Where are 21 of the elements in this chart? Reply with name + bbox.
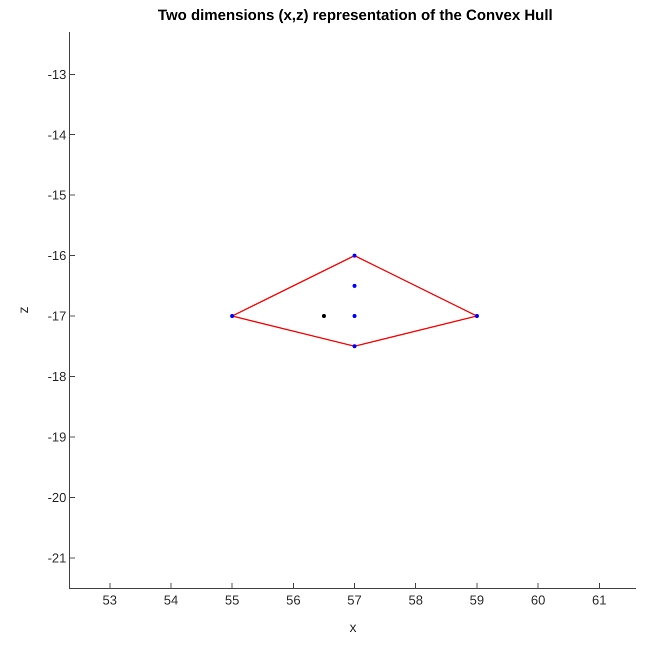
y-tick-label: -14 (48, 127, 66, 142)
x-tick-label: 54 (164, 592, 178, 608)
y-tick-label: -18 (48, 369, 66, 384)
x-tick-label: 53 (102, 592, 118, 608)
x-tick-label: 56 (286, 592, 301, 608)
x-tick-label: 61 (592, 592, 607, 608)
x-tick-label: 59 (470, 592, 484, 608)
x-tick-label: 57 (347, 592, 362, 608)
y-tick-label: -21 (48, 550, 66, 566)
chart-title: Two dimensions (x,z) representation of the Convex Hull (158, 7, 553, 24)
y-axis-title: z (15, 306, 32, 314)
x-tick-label: 55 (224, 592, 240, 608)
y-tick-label: -16 (48, 248, 66, 264)
x-tick-label: 60 (530, 592, 546, 608)
x-tick-label: 58 (408, 592, 423, 608)
y-tick-label: -15 (48, 188, 66, 203)
y-tick-label: -13 (48, 66, 66, 82)
y-tick-label: -17 (48, 308, 66, 324)
y-tick-label: -20 (48, 490, 66, 505)
x-axis-title: x (350, 618, 356, 635)
y-tick-label: -19 (48, 429, 66, 444)
